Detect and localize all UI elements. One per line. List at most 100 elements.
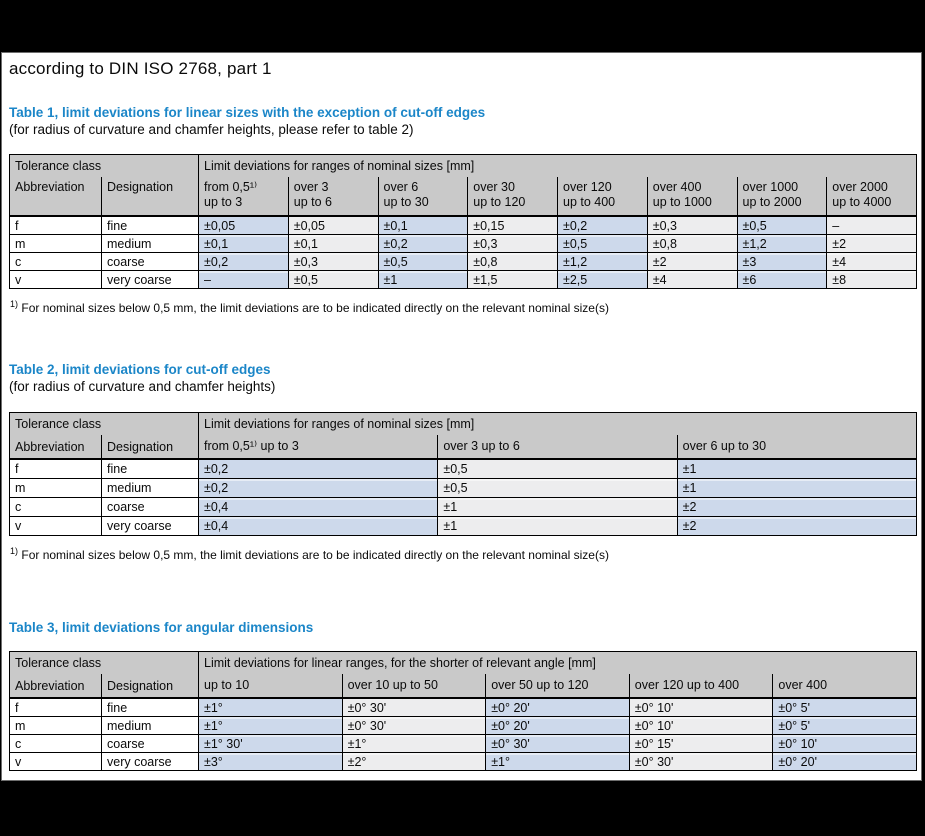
tolerance-class-header: Tolerance class [9,154,199,177]
table1-section: Table 1, limit deviations for linear siz… [9,104,917,316]
value-cell: ±0° 10' [628,716,773,735]
value-cell: ±0,2 [197,478,438,498]
value-cell: ±4 [646,270,737,289]
limit-deviations-header: Limit deviations for ranges of nominal s… [198,412,917,435]
range-column-header: over 6 up to 30 [377,177,468,216]
value-cell: ±2° [341,752,486,771]
range-column-header: over 2000 up to 4000 [826,177,917,216]
value-cell: ±0,5 [557,234,648,253]
range-column-header: over 400 [772,674,917,698]
tolerance-class-header: Tolerance class [9,651,199,674]
value-cell: ±2,5 [557,270,648,289]
value-cell: ±1,2 [736,234,827,253]
value-cell: ±1,2 [557,252,648,271]
value-cell: ±1,5 [467,270,558,289]
value-cell: ±0,2 [377,234,468,253]
page-title: according to DIN ISO 2768, part 1 [9,59,272,78]
value-cell: ±0,2 [198,252,289,271]
designation-cell: coarse [101,734,199,753]
value-cell: ±0° 15' [628,734,773,753]
range-column-header: over 6 up to 30 [676,435,917,459]
abbreviation-cell: c [9,497,102,517]
tolerance-row-c: c coarse ±0,2 ±0,3 ±0,5 ±0,8 ±1,2 ±2 ±3 ±4 [9,252,917,271]
table3-section: Table 3, limit deviations for angular di… [9,619,917,771]
footnote-1: 1) For nominal sizes below 0,5 mm, the l… [10,297,917,316]
designation-column-header: Designation [101,674,199,698]
designation-cell: coarse [101,497,199,517]
value-cell: ±0° 10' [772,734,917,753]
designation-cell: coarse [101,252,199,271]
value-cell: ±0° 30' [341,697,486,717]
tolerance-row-v: v very coarse ±3° ±2° ±1° ±0° 30' ±0° 20' [9,752,917,771]
value-cell: ±2 [676,497,917,517]
designation-cell: fine [101,215,199,235]
value-cell: ±0,5 [377,252,468,271]
value-cell: ±0° 20' [772,752,917,771]
abbreviation-column-header: Abbreviation [9,435,102,459]
value-cell: ±2 [676,516,917,536]
table2-heading: Table 2, limit deviations for cut-off ed… [9,362,271,377]
value-cell: ±1 [377,270,468,289]
range-column-header: over 1000 up to 2000 [736,177,827,216]
abbreviation-cell: m [9,478,102,498]
value-cell: ±3° [198,752,343,771]
value-cell: ±0,4 [197,497,438,517]
value-cell: ±0° 30' [341,716,486,735]
range-column-header: over 120 up to 400 [557,177,648,216]
tolerance-row-m: m medium ±0,2 ±0,5 ±1 [9,478,917,498]
value-cell: ±0° 30' [628,752,773,771]
value-cell: ±1 [676,458,917,479]
value-cell: ±0,8 [646,234,737,253]
range-column-header: from 0,5¹⁾ up to 3 [198,177,289,216]
table2-section: Table 2, limit deviations for cut-off ed… [9,361,917,563]
abbreviation-cell: v [9,270,102,289]
value-cell: ±0,1 [377,215,468,235]
range-column-header: from 0,5¹⁾ up to 3 [197,435,438,459]
value-cell: ±0° 20' [485,716,630,735]
table1-linear-sizes: Tolerance class Limit deviations for rang… [9,154,917,289]
abbreviation-cell: m [9,716,102,735]
value-cell: ±1° [485,752,630,771]
tolerance-row-f: f fine ±1° ±0° 30' ±0° 20' ±0° 10' ±0° 5' [9,697,917,717]
range-column-header: over 400 up to 1000 [646,177,737,216]
range-column-header: over 10 up to 50 [341,674,486,698]
range-column-header: over 3 up to 6 [437,435,678,459]
designation-cell: medium [101,716,199,735]
value-cell: ±0,5 [287,270,378,289]
abbreviation-cell: c [9,252,102,271]
designation-cell: fine [101,458,199,479]
tolerance-row-v: v very coarse – ±0,5 ±1 ±1,5 ±2,5 ±4 ±6 ±8 [9,270,917,289]
footnote-text: For nominal sizes below 0,5 mm, the limi… [21,301,609,315]
tolerance-row-f: f fine ±0,2 ±0,5 ±1 [9,458,917,479]
range-column-header: over 120 up to 400 [628,674,773,698]
value-cell: ±4 [826,252,917,271]
footnote-marker: 1) [10,546,19,556]
table1-subheading: (for radius of curvature and chamfer hei… [9,122,414,137]
value-cell: ±0,3 [467,234,558,253]
value-cell: ±2 [646,252,737,271]
abbreviation-column-header: Abbreviation [9,674,102,698]
value-cell: ±2 [826,234,917,253]
value-cell: ±0° 20' [485,697,630,717]
abbreviation-cell: m [9,234,102,253]
abbreviation-cell: v [9,752,102,771]
value-cell: ±0,5 [736,215,827,235]
value-cell: ±0,3 [646,215,737,235]
tolerance-class-header: Tolerance class [9,412,199,435]
designation-cell: very coarse [101,516,199,536]
value-cell: ±0° 10' [628,697,773,717]
value-cell: ±1° [198,716,343,735]
value-cell: ±0,8 [467,252,558,271]
footnote-2: 1) For nominal sizes below 0,5 mm, the l… [10,544,917,563]
designation-column-header: Designation [101,435,199,459]
abbreviation-cell: f [9,458,102,479]
abbreviation-cell: f [9,215,102,235]
footnote-marker: 1) [10,299,19,309]
value-cell: ±8 [826,270,917,289]
value-cell: ±0,4 [197,516,438,536]
table1-heading: Table 1, limit deviations for linear siz… [9,105,486,120]
abbreviation-column-header: Abbreviation [9,177,102,216]
value-cell: ±0,3 [287,252,378,271]
range-column-header: over 50 up to 120 [485,674,630,698]
